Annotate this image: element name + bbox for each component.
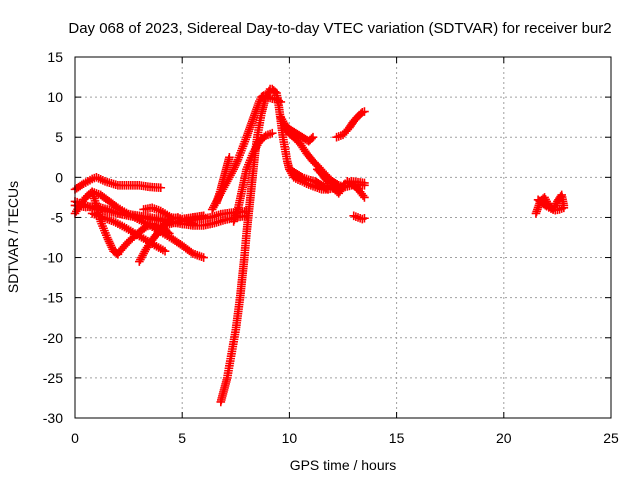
x-tick-label: 15 (389, 430, 405, 446)
data-point (225, 152, 234, 162)
data-point (199, 253, 208, 262)
y-tick-label: 15 (47, 49, 63, 65)
x-tick-label: 20 (496, 430, 512, 446)
y-axis-label: SDTVAR / TECUs (5, 181, 21, 293)
axis-ticks (74, 56, 612, 419)
y-tick-label: -20 (43, 330, 63, 346)
data-point (160, 246, 170, 256)
data-point (267, 128, 277, 138)
x-tick-label: 25 (603, 430, 619, 446)
x-tick-label: 0 (71, 430, 79, 446)
y-tick-label: -5 (51, 209, 64, 225)
data-point (156, 183, 166, 193)
series-arc-13 (216, 84, 275, 407)
series-arc-22 (349, 211, 369, 224)
series-arc-23 (531, 190, 569, 218)
tick-labels: 0 5 10 15 20 25 15 10 5 0 -5 -10 -15 -20 -25 -30 (43, 49, 619, 446)
series-arc-14 (229, 128, 277, 226)
series-arc-12 (212, 152, 234, 208)
y-tick-label: -30 (43, 410, 63, 426)
series-arc-24 (533, 195, 569, 215)
data-point (360, 178, 369, 188)
chart-title: Day 068 of 2023, Sidereal Day-to-day VTE… (68, 20, 611, 37)
y-tick-label: 5 (55, 129, 63, 145)
data-point (559, 203, 569, 213)
y-tick-label: 0 (55, 169, 63, 185)
data-point (360, 107, 369, 116)
series-arc-21 (342, 177, 369, 202)
data-point (308, 132, 318, 142)
data-points (70, 84, 569, 407)
y-tick-label: -15 (43, 290, 63, 306)
data-point (163, 228, 173, 237)
data-point (360, 193, 369, 202)
y-tick-label: 10 (47, 89, 63, 105)
data-point (165, 229, 174, 238)
series-arc-1 (70, 173, 166, 194)
plot-frame (74, 56, 612, 419)
data-point (360, 213, 369, 223)
y-tick-label: -10 (43, 250, 63, 266)
grid (75, 57, 611, 418)
series-arc-7 (113, 219, 174, 258)
series-arc-11 (207, 91, 286, 214)
data-point (307, 134, 316, 143)
x-tick-label: 10 (282, 430, 298, 446)
series-arc-20 (332, 107, 369, 142)
x-axis-label: GPS time / hours (290, 457, 397, 473)
x-tick-label: 5 (178, 430, 186, 446)
series-arc-18 (285, 165, 333, 194)
y-tick-label: -25 (43, 370, 63, 386)
